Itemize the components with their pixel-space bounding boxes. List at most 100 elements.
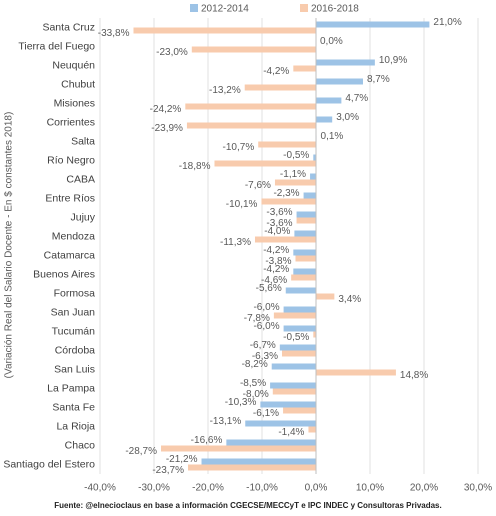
y-tick-label: Salta bbox=[71, 135, 95, 147]
bar bbox=[296, 211, 316, 218]
value-label: -11,3% bbox=[220, 237, 251, 248]
bar bbox=[279, 344, 316, 351]
bar bbox=[308, 426, 316, 433]
bar bbox=[281, 350, 316, 357]
bar bbox=[186, 122, 316, 129]
bar bbox=[274, 179, 316, 186]
value-label: -8,2% bbox=[242, 359, 268, 370]
y-tick-label: Santiago del Estero bbox=[3, 458, 95, 470]
y-axis-title: (Variación Real del Salario Docente - En… bbox=[4, 112, 15, 379]
value-label: -2,3% bbox=[273, 188, 299, 199]
bar bbox=[226, 439, 316, 446]
value-label: -23,9% bbox=[151, 123, 183, 134]
x-tick-label: -40,0% bbox=[84, 483, 116, 494]
value-label: 4,7% bbox=[345, 93, 368, 104]
x-tick-label: 30,0% bbox=[464, 483, 492, 494]
value-label: -21,2% bbox=[166, 454, 198, 465]
value-label: -6,3% bbox=[252, 351, 278, 362]
value-label: -13,2% bbox=[209, 85, 241, 96]
value-label: -18,8% bbox=[179, 161, 211, 172]
bar bbox=[261, 198, 316, 205]
bar bbox=[316, 21, 430, 28]
y-tick-label: Río Negro bbox=[47, 154, 95, 166]
value-label: -7,6% bbox=[245, 180, 271, 191]
source: Fuente: @elnecioclaus en base a informac… bbox=[54, 501, 441, 510]
bar bbox=[285, 287, 316, 294]
value-label: -7,8% bbox=[244, 313, 270, 324]
y-tick-label: Santa Cruz bbox=[42, 21, 95, 33]
value-label: -1,1% bbox=[280, 169, 306, 180]
y-tick-label: Neuquén bbox=[52, 59, 95, 71]
bar bbox=[293, 249, 316, 256]
value-label: -23,7% bbox=[152, 465, 184, 476]
bar bbox=[185, 103, 316, 110]
legend-swatch bbox=[300, 4, 308, 12]
bar bbox=[303, 192, 316, 199]
x-tick-label: 0,0% bbox=[305, 483, 328, 494]
bar bbox=[294, 230, 316, 237]
y-tick-label: Formosa bbox=[54, 287, 96, 299]
y-tick-label: La Rioja bbox=[56, 420, 95, 432]
value-label: -13,1% bbox=[210, 416, 242, 427]
y-tick-label: Tierra del Fuego bbox=[18, 40, 95, 52]
bar bbox=[258, 141, 316, 148]
y-tick-label: Catamarca bbox=[44, 249, 96, 261]
bar bbox=[296, 217, 316, 224]
value-label: -10,7% bbox=[223, 142, 255, 153]
value-label: -23,0% bbox=[156, 47, 188, 58]
legend-label: 2012-2014 bbox=[201, 4, 249, 15]
value-label: 14,8% bbox=[400, 370, 428, 381]
value-label: -6,7% bbox=[250, 340, 276, 351]
value-label: -4,2% bbox=[263, 66, 289, 77]
y-tick-label: Entre Ríos bbox=[45, 192, 95, 204]
value-label: -0,5% bbox=[283, 332, 309, 343]
y-tick-label: Chubut bbox=[61, 78, 95, 90]
bar bbox=[191, 46, 316, 53]
bar bbox=[283, 325, 316, 332]
value-label: -10,1% bbox=[226, 199, 258, 210]
y-tick-label: CABA bbox=[66, 173, 95, 185]
value-label: 3,4% bbox=[338, 294, 361, 305]
y-tick-label: Santa Fe bbox=[52, 401, 95, 413]
bar bbox=[214, 160, 316, 167]
bar bbox=[201, 458, 316, 465]
bar bbox=[133, 27, 316, 34]
x-tick-label: 20,0% bbox=[410, 483, 438, 494]
bar bbox=[283, 306, 316, 313]
bar bbox=[188, 464, 316, 471]
bar bbox=[271, 363, 316, 370]
value-label: -4,2% bbox=[263, 245, 289, 256]
bar bbox=[244, 84, 316, 91]
value-label: -28,7% bbox=[125, 446, 157, 457]
bar bbox=[316, 59, 375, 66]
legend-swatch bbox=[190, 4, 198, 12]
y-tick-label: San Juan bbox=[51, 306, 96, 318]
value-label: -6,0% bbox=[253, 302, 279, 313]
value-label: -4,2% bbox=[263, 264, 289, 275]
x-tick-label: 10,0% bbox=[356, 483, 384, 494]
bar bbox=[313, 154, 316, 161]
bar bbox=[273, 312, 316, 319]
value-label: 0,0% bbox=[320, 36, 343, 47]
y-tick-label: Corrientes bbox=[47, 116, 95, 128]
bar bbox=[254, 236, 316, 243]
y-tick-label: San Luis bbox=[54, 363, 95, 375]
value-label: -3,6% bbox=[266, 207, 292, 218]
bar bbox=[291, 274, 316, 281]
value-label: -6,0% bbox=[253, 321, 279, 332]
y-tick-label: Misiones bbox=[54, 97, 95, 109]
bar bbox=[245, 420, 316, 427]
bar bbox=[316, 116, 333, 123]
y-tick-label: Jujuy bbox=[70, 211, 95, 223]
value-label: 3,0% bbox=[336, 112, 359, 123]
x-tick-label: -10,0% bbox=[246, 483, 278, 494]
bar bbox=[310, 173, 316, 180]
value-label: -0,5% bbox=[283, 150, 309, 161]
value-label: 10,9% bbox=[379, 55, 407, 66]
value-label: 0,1% bbox=[321, 131, 344, 142]
legend-label: 2016-2018 bbox=[311, 4, 359, 15]
y-tick-label: Mendoza bbox=[52, 230, 95, 242]
value-label: -16,6% bbox=[191, 435, 223, 446]
bar bbox=[316, 369, 396, 376]
